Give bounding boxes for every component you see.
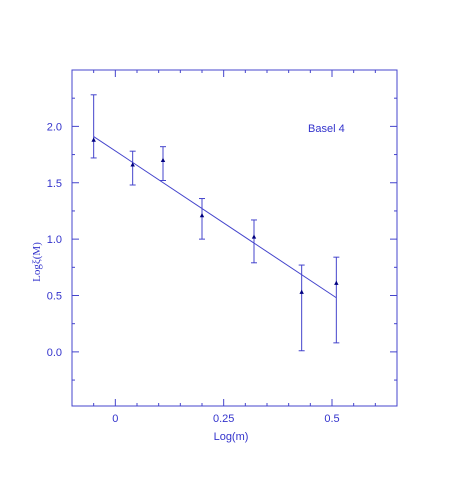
y-tick-label: 0.5 [47, 291, 62, 303]
y-tick-label: 1.5 [47, 178, 62, 190]
y-axis-label: Logξ(M) [31, 242, 43, 282]
y-tick-label: 0.0 [47, 347, 62, 359]
plot-frame [71, 69, 398, 407]
data-point [160, 157, 166, 163]
data-point [299, 289, 304, 294]
data-point [130, 162, 135, 167]
data-point [91, 137, 96, 142]
fit-line [93, 136, 337, 299]
chart-annotation: Basel 4 [308, 123, 345, 135]
x-tick-label: 0.5 [324, 413, 339, 425]
y-tick-label: 1.0 [47, 234, 62, 246]
data-point [199, 212, 205, 218]
x-axis-label: Log(m) [214, 431, 249, 443]
data-point [334, 280, 339, 285]
y-tick-label: 2.0 [47, 121, 62, 133]
data-point [251, 234, 257, 239]
x-tick-label: 0.25 [213, 413, 234, 425]
x-tick-label: 0 [112, 413, 118, 425]
